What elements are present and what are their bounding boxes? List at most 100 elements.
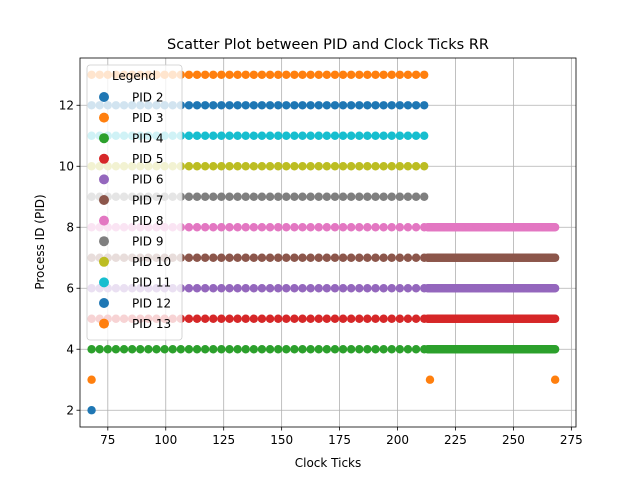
data-point (322, 162, 332, 171)
legend-entry: PID 12 (99, 296, 171, 310)
data-point (265, 70, 275, 79)
data-point (192, 253, 202, 262)
data-point (241, 131, 250, 140)
data-point (257, 192, 267, 201)
data-point (217, 70, 226, 79)
data-point (184, 223, 194, 232)
data-point (403, 101, 413, 110)
x-axis-ticks: 75 100 125 150 175 200 225 250 275 (100, 427, 583, 447)
data-point (241, 192, 250, 201)
data-point (346, 70, 356, 79)
data-point (192, 70, 202, 79)
data-point (322, 70, 332, 79)
data-point (387, 101, 396, 110)
data-point (338, 345, 348, 354)
data-point (241, 70, 250, 79)
data-point (379, 223, 388, 232)
data-point (217, 345, 226, 354)
data-point (87, 345, 96, 354)
data-point (225, 314, 234, 323)
data-point (200, 253, 210, 262)
data-point (200, 314, 210, 323)
data-point (241, 345, 250, 354)
data-point (273, 101, 283, 110)
legend-label: PID 7 (132, 193, 163, 207)
series-pid-3 (87, 375, 560, 384)
data-point (200, 70, 210, 79)
data-point (355, 345, 364, 354)
data-point (273, 345, 283, 354)
data-point (395, 192, 405, 201)
data-point (209, 284, 218, 293)
legend-marker (99, 298, 109, 308)
data-point (338, 223, 348, 232)
data-point (87, 406, 96, 415)
data-point (241, 162, 250, 171)
data-point (346, 223, 356, 232)
data-point (290, 70, 299, 79)
legend-marker (99, 256, 109, 267)
data-point (184, 314, 194, 323)
data-point (355, 162, 364, 171)
data-point (411, 101, 421, 110)
data-point (192, 162, 202, 171)
data-point (249, 101, 259, 110)
data-point (355, 131, 364, 140)
data-point (322, 253, 332, 262)
data-point (209, 345, 218, 354)
data-point (379, 192, 388, 201)
legend-label: PID 12 (132, 296, 171, 310)
data-point (282, 101, 291, 110)
x-tick-label: 125 (212, 433, 235, 447)
data-point (411, 253, 421, 262)
data-point (363, 345, 372, 354)
data-point (273, 253, 283, 262)
data-point (233, 70, 242, 79)
data-point (306, 284, 315, 293)
data-point (411, 223, 421, 232)
data-point (265, 101, 275, 110)
data-point (330, 101, 340, 110)
data-point (298, 314, 307, 323)
data-point (298, 131, 307, 140)
data-point (355, 284, 364, 293)
data-point (395, 70, 405, 79)
data-point (306, 162, 315, 171)
legend-label: PID 11 (132, 276, 171, 290)
data-point (144, 345, 153, 354)
data-point (298, 253, 307, 262)
data-point (411, 284, 421, 293)
data-point (136, 345, 145, 354)
data-point (225, 192, 234, 201)
data-point (257, 70, 267, 79)
data-point (419, 162, 429, 171)
data-point (550, 253, 560, 262)
legend-entry: PID 3 (99, 111, 163, 125)
x-tick-label: 100 (154, 433, 177, 447)
data-point (330, 223, 340, 232)
data-point (411, 70, 421, 79)
data-point (257, 284, 267, 293)
data-point (257, 101, 267, 110)
data-point (265, 131, 275, 140)
data-point (379, 70, 388, 79)
data-point (192, 223, 202, 232)
data-point (249, 253, 259, 262)
data-point (363, 192, 372, 201)
data-point (233, 223, 242, 232)
x-tick-label: 225 (444, 433, 467, 447)
x-tick-label: 250 (502, 433, 525, 447)
chart-title: Scatter Plot between PID and Clock Ticks… (167, 37, 489, 53)
data-point (387, 131, 396, 140)
data-point (265, 314, 275, 323)
data-point (371, 284, 380, 293)
data-point (338, 253, 348, 262)
data-point (314, 253, 323, 262)
data-point (192, 131, 202, 140)
data-point (314, 192, 323, 201)
data-point (233, 131, 242, 140)
data-point (192, 345, 202, 354)
data-point (419, 192, 429, 201)
data-point (306, 131, 315, 140)
